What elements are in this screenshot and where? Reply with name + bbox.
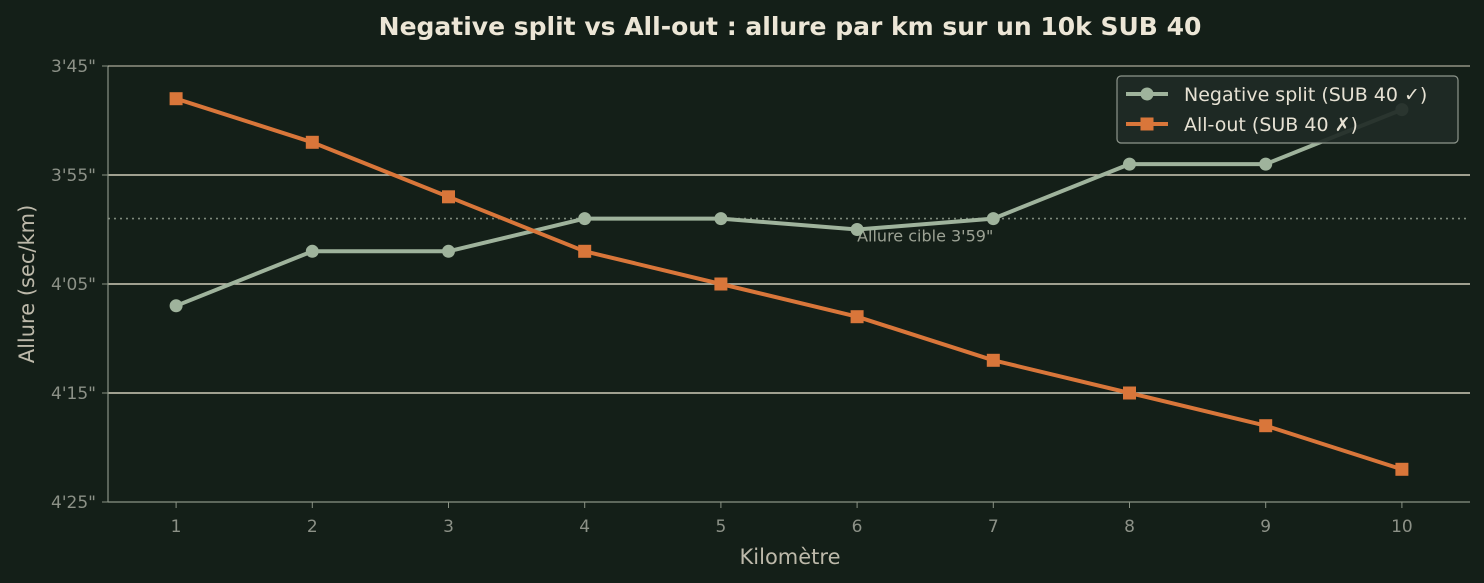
legend-label-2: All-out (SUB 40 ✗) [1184, 114, 1358, 136]
series-1-point [714, 212, 728, 226]
series-1-point [578, 212, 592, 226]
x-axis-label: Kilomètre [740, 545, 841, 569]
series-1-point [1123, 157, 1136, 171]
legend: Negative split (SUB 40 ✓) All-out (SUB 40… [1116, 75, 1459, 144]
series-2-point [442, 190, 455, 204]
x-tick-label: 8 [1124, 517, 1135, 537]
series-2-point [169, 92, 183, 106]
y-tick-label: 3'55" [51, 166, 96, 186]
axes: 3'45" 3'55" 4'05" 4'15" 4'25" 1 2 3 4 5 6 7 8 9 10 [51, 57, 1470, 537]
series-2-point [578, 244, 592, 258]
x-tick-label: 5 [715, 517, 726, 537]
legend-label-1: Negative split (SUB 40 ✓) [1184, 84, 1427, 106]
y-tick-label: 4'25" [51, 493, 96, 513]
series-1-point [305, 244, 319, 258]
series-group [169, 92, 1409, 476]
y-tick-label: 3'45" [51, 57, 96, 77]
series-1-point [850, 223, 864, 236]
x-tick-label: 4 [579, 517, 590, 537]
chart-title: Negative split vs All-out : allure par k… [379, 12, 1202, 41]
series-2-point [850, 310, 864, 324]
target-pace-label: Allure cible 3'59" [857, 227, 993, 246]
legend-marker-1 [1140, 87, 1154, 101]
reference-line-group: Allure cible 3'59" [108, 217, 1470, 246]
x-tick-label: 7 [988, 517, 999, 537]
legend-box [1116, 75, 1459, 144]
x-tick-label: 6 [852, 517, 863, 537]
x-tick-label: 1 [171, 517, 182, 537]
series-2-point [986, 353, 1000, 367]
series-2-point [1123, 386, 1136, 400]
x-tick-label: 9 [1260, 517, 1271, 537]
series-line-2 [175, 96, 1403, 472]
series-2-point [1395, 462, 1409, 476]
series-1-point [986, 212, 1000, 226]
y-tick-label: 4'05" [51, 275, 96, 295]
series-2-point [305, 135, 319, 149]
series-1-point [169, 299, 183, 313]
y-axis-label: Allure (sec/km) [15, 205, 39, 364]
series-2-point [1259, 419, 1273, 433]
series-line-1 [175, 107, 1403, 308]
x-tick-label: 2 [307, 517, 318, 537]
series-1-point [442, 244, 455, 258]
y-tick-label: 4'15" [51, 384, 96, 404]
legend-marker-2 [1140, 117, 1154, 131]
series-1-point [1259, 157, 1273, 171]
grid [108, 174, 1470, 394]
x-tick-label: 3 [443, 517, 454, 537]
x-tick-label: 10 [1391, 517, 1413, 537]
series-2-point [714, 277, 728, 291]
